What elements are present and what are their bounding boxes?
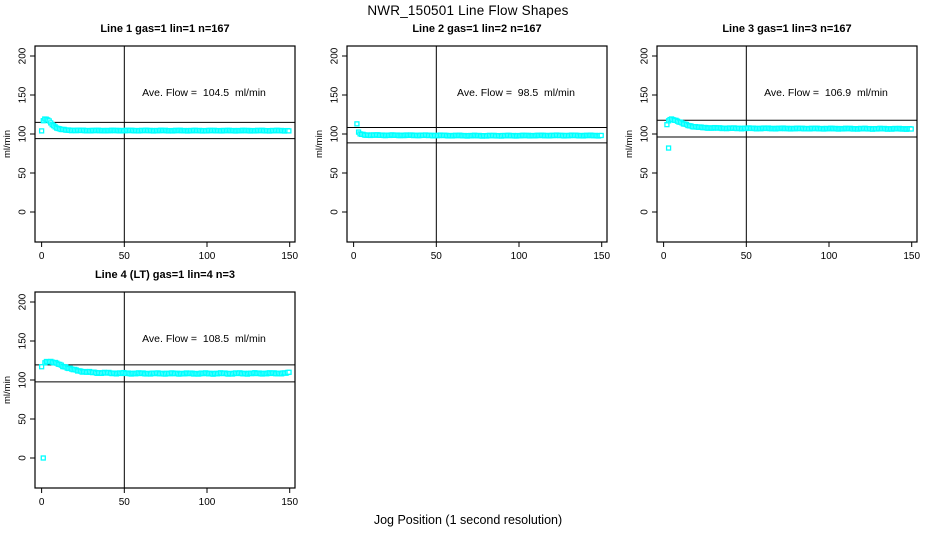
svg-text:100: 100 (199, 497, 216, 508)
svg-text:0: 0 (39, 497, 45, 508)
svg-text:ml/min: ml/min (2, 376, 13, 404)
svg-text:50: 50 (18, 413, 29, 425)
svg-text:100: 100 (640, 125, 651, 142)
svg-text:150: 150 (18, 86, 29, 103)
svg-text:200: 200 (330, 47, 341, 64)
svg-text:100: 100 (199, 251, 216, 262)
panel-line-2: 0 50 100 150 200 0 50 100 150 ml/min Line 2 gas=1… (312, 20, 624, 266)
svg-text:200: 200 (18, 47, 29, 64)
panel-title-line-3: Line 3 gas=1 lin=3 n=167 (722, 23, 852, 35)
svg-text:200: 200 (18, 293, 29, 310)
panel-title-line-4: Line 4 (LT) gas=1 lin=4 n=3 (94, 269, 236, 281)
figure-title: NWR_150501 Line Flow Shapes (367, 3, 569, 18)
panel-title-line-2: Line 2 gas=1 lin=2 n=167 (412, 23, 542, 35)
svg-text:0: 0 (661, 251, 667, 262)
svg-text:0: 0 (351, 251, 357, 262)
svg-text:0: 0 (18, 455, 29, 461)
svg-text:100: 100 (330, 125, 341, 142)
svg-text:100: 100 (18, 371, 29, 388)
svg-text:150: 150 (281, 251, 298, 262)
svg-text:ml/min: ml/min (624, 130, 635, 158)
svg-text:150: 150 (281, 497, 298, 508)
svg-text:50: 50 (119, 251, 131, 262)
svg-text:100: 100 (18, 125, 29, 142)
svg-text:0: 0 (640, 209, 651, 215)
svg-text:100: 100 (821, 251, 838, 262)
svg-text:50: 50 (18, 167, 29, 179)
panel-line-4: 0 50 100 150 200 0 50 100 150 ml/min Line 4 (LT) … (0, 266, 312, 512)
svg-text:150: 150 (593, 251, 610, 262)
plot-canvas-line-4: 0 50 100 150 200 0 50 100 150 ml/min (2, 291, 298, 508)
ave-flow-annotation-line-3: Ave. Flow = 106.9 ml/min (764, 87, 888, 99)
svg-text:150: 150 (640, 86, 651, 103)
plot-canvas-line-2: 0 50 100 150 200 0 50 100 150 ml/min (314, 45, 610, 262)
svg-text:150: 150 (903, 251, 920, 262)
ave-flow-annotation-line-4: Ave. Flow = 108.5 ml/min (142, 333, 266, 345)
panel-line-3: 0 50 100 150 200 0 50 100 150 ml/min Line 3 gas=1… (622, 20, 934, 266)
svg-text:ml/min: ml/min (314, 130, 325, 158)
svg-text:50: 50 (640, 167, 651, 179)
svg-text:0: 0 (39, 251, 45, 262)
svg-text:0: 0 (18, 209, 29, 215)
svg-text:50: 50 (741, 251, 753, 262)
svg-text:ml/min: ml/min (2, 130, 13, 158)
plot-canvas-line-3: 0 50 100 150 200 0 50 100 150 ml/min (624, 45, 920, 262)
svg-text:100: 100 (511, 251, 528, 262)
svg-text:0: 0 (330, 209, 341, 215)
svg-text:50: 50 (431, 251, 443, 262)
svg-text:150: 150 (330, 86, 341, 103)
svg-text:200: 200 (640, 47, 651, 64)
panel-title-line-1: Line 1 gas=1 lin=1 n=167 (100, 23, 230, 35)
svg-text:50: 50 (330, 167, 341, 179)
svg-text:150: 150 (18, 332, 29, 349)
x-axis-label: Jog Position (1 second resolution) (373, 513, 563, 527)
svg-text:50: 50 (119, 497, 131, 508)
plot-canvas-line-1: 0 50 100 150 200 0 50 100 150 ml/min (2, 45, 298, 262)
panel-line-1: 0 50 100 150 200 0 50 100 150 ml/min Line 1 gas=1… (0, 20, 312, 266)
ave-flow-annotation-line-2: Ave. Flow = 98.5 ml/min (457, 87, 575, 99)
ave-flow-annotation-line-1: Ave. Flow = 104.5 ml/min (142, 87, 266, 99)
